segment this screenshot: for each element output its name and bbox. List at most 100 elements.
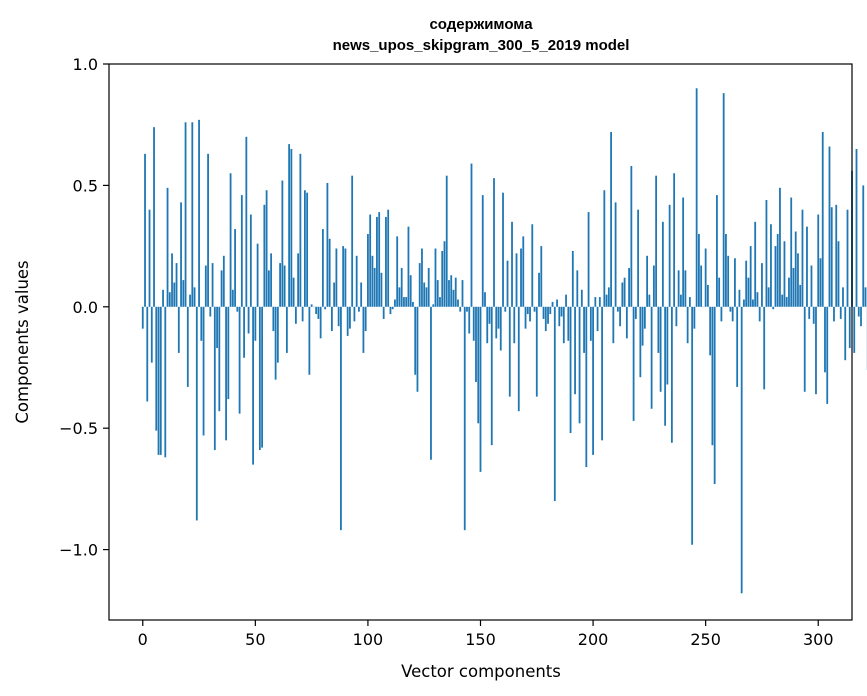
bar-92 (349, 306, 351, 329)
bar-126 (425, 287, 428, 307)
x-tick-label-50: 50 (245, 630, 265, 649)
bar-227 (652, 265, 655, 307)
bar-210 (614, 202, 617, 307)
bar-197 (585, 306, 588, 468)
bar-199 (589, 306, 592, 341)
bar-133 (441, 250, 444, 307)
bar-20 (186, 306, 189, 387)
bar-252 (709, 306, 712, 356)
bar-246 (695, 88, 698, 307)
bar-14 (173, 282, 176, 307)
bar-128 (430, 306, 432, 460)
bar-268 (745, 260, 748, 307)
bar-119 (409, 275, 412, 307)
bar-286 (785, 297, 788, 307)
bar-251 (707, 284, 709, 307)
bar-145 (468, 306, 471, 334)
bar-41 (234, 229, 236, 307)
bar-144 (466, 306, 468, 312)
bar-138 (452, 289, 455, 307)
bar-157 (495, 306, 498, 339)
bar-273 (756, 292, 759, 307)
bar-162 (506, 260, 509, 307)
bar-88 (340, 306, 342, 531)
bar-8 (159, 306, 162, 455)
bar-217 (630, 165, 633, 307)
bar-241 (684, 270, 687, 307)
bar-226 (650, 306, 653, 409)
bar-190 (569, 306, 572, 434)
bar-299 (815, 306, 817, 395)
bar-150 (479, 306, 482, 472)
bar-15 (175, 263, 178, 307)
bar-203 (598, 297, 601, 307)
bar-204 (601, 306, 603, 441)
bar-6 (155, 306, 158, 431)
bar-139 (454, 277, 457, 307)
bar-193 (576, 270, 579, 307)
bar-154 (488, 306, 491, 324)
bar-247 (698, 233, 700, 307)
bar-48 (249, 214, 252, 307)
y-tick-label-4: 1.0 (73, 55, 98, 74)
bar-177 (540, 246, 543, 307)
bar-301 (819, 258, 822, 307)
bar-292 (799, 284, 802, 307)
bar-185 (558, 306, 561, 327)
bar-234 (668, 204, 671, 307)
bar-312 (844, 306, 847, 361)
bar-236 (673, 173, 676, 307)
x-tick-label-100: 100 (353, 630, 384, 649)
bar-186 (560, 306, 563, 317)
bar-244 (691, 306, 694, 545)
bar-131 (436, 280, 439, 307)
bar-163 (508, 306, 511, 397)
bar-261 (729, 306, 732, 312)
bar-99 (364, 306, 367, 332)
bar-174 (533, 306, 536, 312)
bar-105 (378, 212, 381, 307)
bar-69 (297, 253, 300, 307)
bar-43 (238, 306, 241, 414)
bar-320 (862, 185, 865, 307)
bar-51 (256, 243, 259, 307)
bar-281 (774, 246, 777, 307)
bar-114 (398, 287, 401, 307)
bar-95 (355, 255, 358, 307)
bar-172 (529, 306, 531, 322)
bar-260 (727, 255, 730, 307)
bar-167 (517, 306, 520, 412)
bar-314 (848, 306, 851, 349)
bar-188 (565, 294, 567, 307)
bar-308 (835, 204, 838, 307)
bar-181 (549, 306, 552, 315)
bar-122 (416, 306, 419, 392)
bar-49 (252, 306, 254, 465)
bar-5 (153, 127, 155, 307)
bar-180 (547, 306, 549, 324)
bar-207 (607, 287, 610, 307)
bar-44 (240, 195, 243, 307)
bar-39 (229, 173, 232, 307)
bar-288 (790, 197, 793, 307)
bar-136 (448, 280, 450, 307)
bar-152 (484, 292, 486, 307)
bar-134 (443, 241, 446, 307)
bar-9 (162, 289, 164, 307)
bar-161 (504, 306, 507, 312)
bar-224 (646, 255, 649, 307)
bar-170 (524, 306, 527, 329)
bar-23 (193, 287, 196, 307)
bar-319 (860, 306, 862, 327)
bar-232 (664, 306, 667, 426)
bar-71 (301, 306, 304, 322)
bar-98 (362, 306, 365, 353)
bar-316 (853, 306, 856, 353)
bar-290 (794, 231, 797, 307)
bar-11 (166, 187, 169, 307)
bar-189 (567, 306, 570, 341)
bars-group (141, 88, 867, 594)
bar-45 (243, 306, 245, 358)
bar-10 (164, 306, 167, 458)
